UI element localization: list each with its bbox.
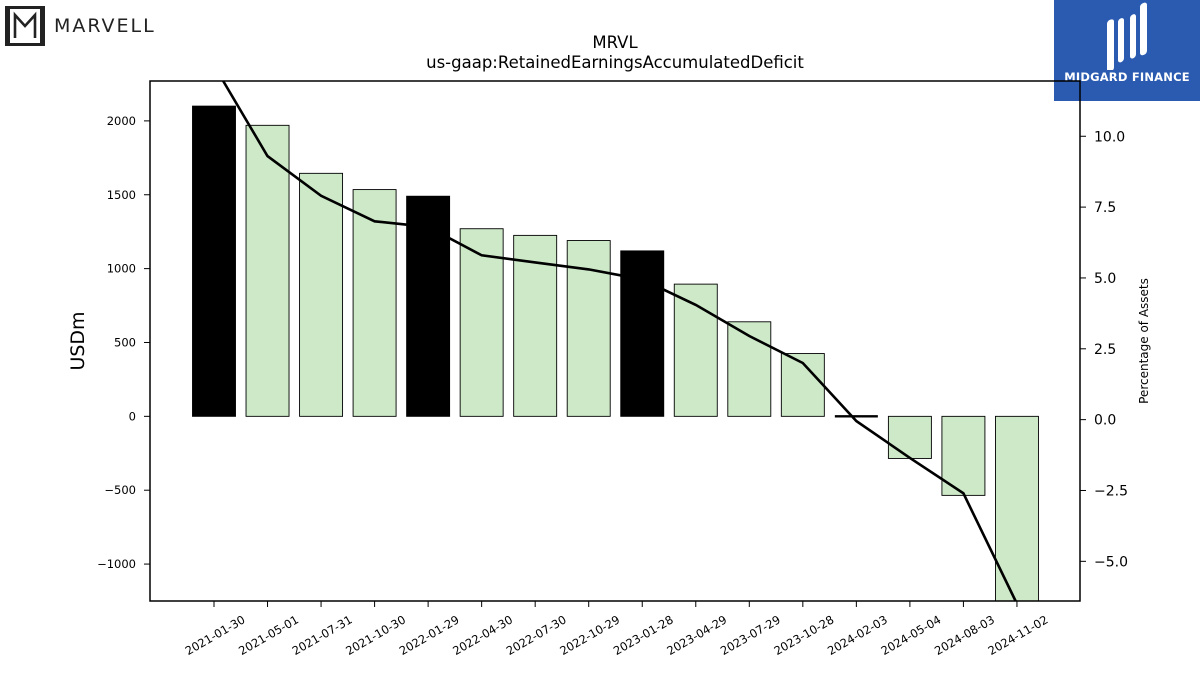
x-tick-label: 2023-01-28 [611, 612, 676, 658]
marvell-logo: MARVELL [4, 4, 156, 48]
x-tick-label: 2021-07-31 [290, 612, 355, 658]
right-axis-ticks: −5.0 −2.5 0.0 2.5 5.0 7.5 10.0 [1080, 129, 1128, 570]
y2-tick-label: 10.0 [1094, 129, 1125, 145]
percentage-of-assets-line [222, 80, 1017, 602]
x-tick-label: 2023-07-29 [718, 612, 783, 658]
y2-tick-label: 7.5 [1094, 200, 1116, 216]
y2-tick-label: −5.0 [1094, 554, 1128, 570]
marvell-logo-icon [5, 6, 45, 46]
y2-axis-label: Percentage of Assets [1137, 278, 1151, 404]
midgard-logo-icon [1107, 2, 1147, 70]
x-tick-label: 2022-04-30 [450, 612, 515, 658]
bar [245, 124, 290, 417]
bar [352, 189, 397, 417]
x-tick-label: 2022-01-29 [397, 612, 462, 658]
bar [406, 195, 451, 417]
y2-tick-label: −2.5 [1094, 483, 1128, 499]
bar [299, 172, 344, 417]
y-tick-label: −500 [104, 483, 136, 497]
x-tick-label: 2024-02-03 [825, 612, 890, 658]
midgard-logo: MIDGARD FINANCE [1054, 0, 1200, 101]
x-tick-label: 2023-10-28 [771, 612, 836, 658]
x-tick-label: 2022-07-30 [504, 612, 569, 658]
y-tick-label: 2000 [107, 114, 136, 128]
y2-tick-label: 5.0 [1094, 271, 1116, 287]
y-tick-label: −1000 [97, 557, 136, 571]
bar [192, 105, 236, 417]
x-tick-label: 2021-05-01 [236, 612, 301, 658]
y-tick-label: 1000 [107, 262, 136, 276]
bar [887, 415, 932, 459]
midgard-logo-text: MIDGARD FINANCE [1064, 70, 1190, 84]
bar [459, 228, 504, 417]
marvell-logo-text: MARVELL [54, 15, 156, 37]
bar [941, 415, 986, 496]
y-axis-label: USDm [67, 311, 89, 370]
x-axis-ticks: 2021-01-302021-05-012021-07-312021-10-30… [183, 601, 1051, 658]
left-axis-ticks: −1000 −500 0 500 1000 1500 2000 [97, 114, 150, 571]
chart-title: MRVL [592, 33, 638, 52]
y2-tick-label: 2.5 [1094, 342, 1116, 358]
x-tick-label: 2021-10-30 [343, 612, 408, 658]
x-tick-label: 2021-01-30 [183, 612, 248, 658]
bars-group [192, 105, 1039, 602]
x-tick-label: 2022-10-29 [557, 612, 622, 658]
plot-frame [149, 80, 1081, 602]
x-tick-label: 2023-04-29 [664, 612, 729, 658]
bar [727, 321, 772, 417]
y-tick-label: 500 [114, 335, 136, 349]
bar [995, 415, 1039, 602]
chart-subtitle: us-gaap:RetainedEarningsAccumulatedDefic… [426, 53, 804, 72]
x-tick-label: 2024-08-03 [932, 612, 997, 658]
y-tick-label: 1500 [107, 188, 136, 202]
y-tick-label: 0 [129, 409, 136, 423]
x-tick-label: 2024-05-04 [879, 612, 944, 658]
y2-tick-label: 0.0 [1094, 413, 1116, 429]
x-tick-label: 2024-11-02 [986, 612, 1051, 658]
